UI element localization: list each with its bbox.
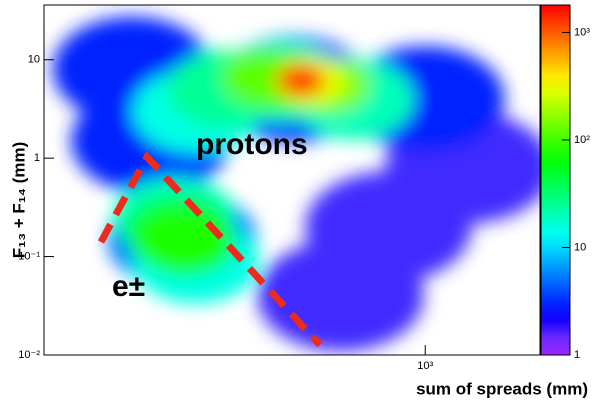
y-axis-label: F₁₃ + F₁₄ (mm) bbox=[9, 142, 28, 258]
z-tick-label: 10 bbox=[574, 241, 586, 253]
x-tick-label: 10³ bbox=[417, 360, 433, 372]
z-tick-label: 1 bbox=[574, 349, 580, 361]
y-tick-label: 10 bbox=[28, 54, 40, 66]
annotation: protons bbox=[196, 128, 308, 161]
y-tick-label: 10⁻² bbox=[18, 349, 40, 361]
z-tick-label: 10² bbox=[574, 134, 590, 146]
z-tick-label: 10³ bbox=[574, 26, 590, 38]
y-tick-label: 10⁻¹ bbox=[18, 250, 40, 262]
cut-line bbox=[97, 151, 323, 348]
density-cell bbox=[283, 68, 324, 95]
plot-frame bbox=[43, 4, 541, 356]
y-tick-label: 1 bbox=[34, 152, 40, 164]
x-axis-label: sum of spreads (mm) bbox=[416, 379, 588, 398]
density bbox=[52, 16, 540, 352]
annotation: e± bbox=[112, 270, 145, 303]
density-cell bbox=[134, 207, 230, 271]
density-cell bbox=[257, 240, 424, 352]
color-bar bbox=[540, 4, 571, 356]
